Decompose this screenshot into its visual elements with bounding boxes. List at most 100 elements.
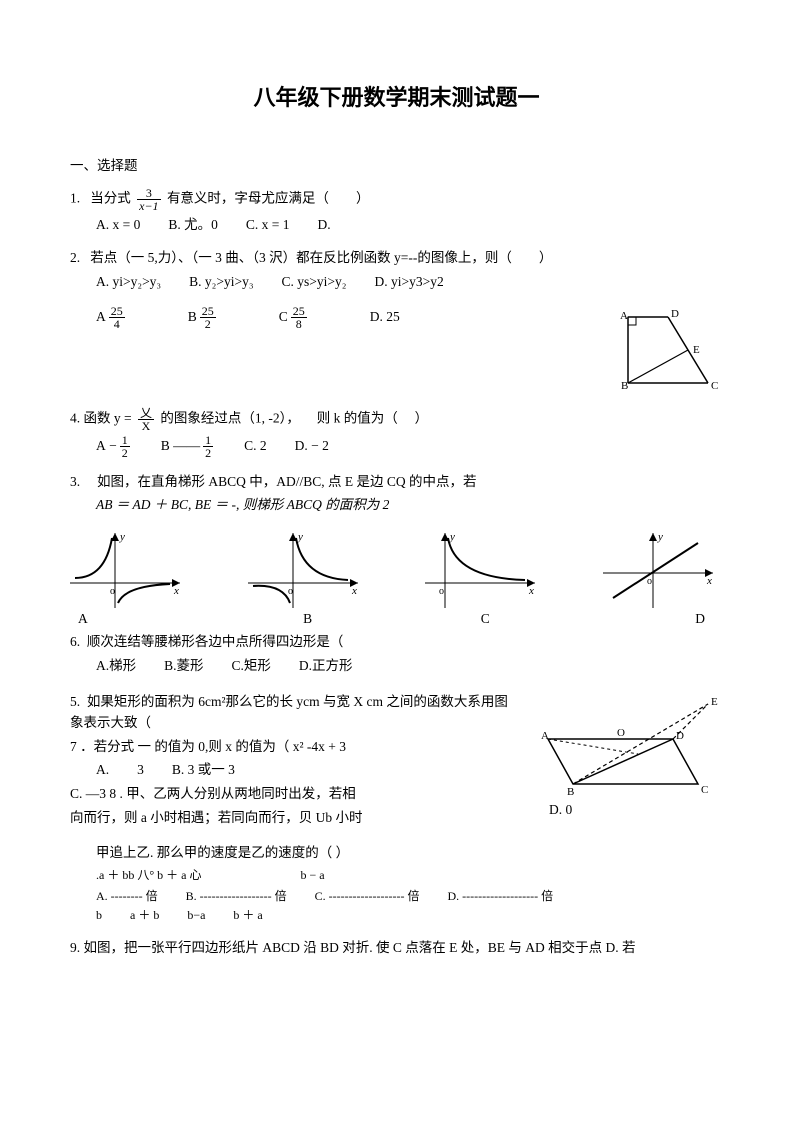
panel-d: o x y D — [603, 528, 723, 630]
svg-text:x: x — [528, 585, 534, 597]
svg-text:B: B — [621, 380, 628, 392]
svg-text:x: x — [351, 585, 357, 597]
q8-opt-d: D. ------------------- 倍 — [448, 887, 554, 906]
svg-text:y: y — [449, 531, 455, 543]
question-8: 甲追上乙. 那么甲的速度是乙的速度的（ ） .a ＋ bb 八° b ＋ a 心… — [70, 842, 723, 925]
svg-text:A: A — [541, 730, 549, 742]
question-9: 9. 如图，把一张平行四边形纸片 ABCD 沿 BD 对折. 使 C 点落在 E… — [70, 937, 723, 959]
svg-text:y: y — [297, 531, 303, 543]
q6-opt-a: A.梯形 — [96, 655, 136, 677]
q1-fraction: 3 x−1 — [137, 187, 160, 212]
q1-text-b: 有意义时，字母尤应满足（ — [167, 190, 329, 205]
q8-d3: b−a — [187, 906, 205, 925]
q8-a: C. —3 8 . 甲、乙两人分别从两地同时出发，若相 — [70, 783, 513, 805]
q8-opt-a: A. -------- 倍 — [96, 887, 158, 906]
q4-text-c: 则 k 的值为（ — [317, 410, 398, 425]
q5-text: 如果矩形的面积为 6cm²那么它的长 ycm 与宽 X cm 之间的函数大系用图… — [70, 694, 508, 731]
q1-opt-d: D. — [318, 214, 331, 236]
q2-opt-d: D. yi>y3>y2 — [375, 271, 444, 293]
q2-num: 2. — [70, 250, 80, 265]
q4-text-a: 函数 y = — [84, 410, 132, 425]
q4-text-b: 的图象经过点（1, -2）， — [160, 410, 300, 425]
graph-panels: o x y A o x y B o x y C — [70, 528, 723, 630]
option-row-25: A 254 B 252 C 258 D. 25 A D E B C — [70, 305, 723, 395]
q7-opt-d: D. 0 — [549, 799, 572, 821]
svg-text:C: C — [711, 380, 718, 392]
svg-text:o: o — [288, 586, 293, 597]
q7-opt-b: 3 — [137, 759, 144, 781]
q1-opt-a: A. x = 0 — [96, 214, 140, 236]
q1-text-c: ） — [356, 190, 370, 205]
panel-a: o x y A — [70, 528, 190, 630]
question-5-7-row: 5. 如果矩形的面积为 6cm²那么它的长 ycm 与宽 X cm 之间的函数大… — [70, 689, 723, 831]
q3-text-b: AB ＝ AD ＋ BC, BE ＝ -, 则梯形 ABCQ 的面积为 2 — [96, 494, 723, 516]
svg-text:E: E — [693, 344, 700, 356]
r25-d: D. 25 — [370, 306, 400, 328]
panel-c: o x y C — [425, 528, 545, 630]
svg-text:x: x — [706, 575, 712, 587]
q4-opt-b: B — [161, 435, 170, 457]
q8-d2: a ＋ b — [130, 906, 159, 925]
question-3: 3. 如图，在直角梯形 ABCQ 中，AD//BC, 点 E 是边 CQ 的中点… — [70, 471, 723, 516]
q3-text-a: 如图，在直角梯形 ABCQ 中，AD//BC, 点 E 是边 CQ 的中点，若 — [97, 474, 477, 489]
svg-text:y: y — [657, 531, 663, 543]
r25-fa: 254 — [109, 305, 125, 330]
q6-opt-b: B.菱形 — [164, 655, 203, 677]
q2-opt-a: A. yi>y₂>y₃ — [96, 271, 161, 293]
q9-text: 9. 如图，把一张平行四边形纸片 ABCD 沿 BD 对折. 使 C 点落在 E… — [70, 937, 723, 959]
question-6: 6. 顺次连结等腰梯形各边中点所得四边形是（ A.梯形 B.菱形 C.矩形 D.… — [70, 631, 723, 676]
svg-text:D: D — [676, 730, 684, 742]
q8-c: 甲追上乙. 那么甲的速度是乙的速度的（ ） — [96, 842, 723, 864]
svg-text:o: o — [647, 576, 652, 587]
svg-text:C: C — [701, 784, 708, 796]
q7-num: 7 — [70, 739, 77, 754]
svg-text:A: A — [620, 310, 628, 322]
svg-text:D: D — [671, 308, 679, 320]
section-heading-1: 一、选择题 — [70, 155, 723, 177]
q6-opt-c: C.矩形 — [232, 655, 271, 677]
q2-text-a: 若点（一 5,力）、（一 3 曲、（3 沢）都在反比例函数 y=--的图像上，则… — [90, 250, 512, 265]
r25-fc: 258 — [291, 305, 307, 330]
q2-text-b: ） — [539, 250, 553, 265]
q4-num: 4. — [70, 410, 80, 425]
svg-text:O: O — [617, 727, 625, 739]
q4-opt-c: C. 2 — [244, 435, 267, 457]
figure-parallelogram: A B C D E O D. 0 — [523, 689, 723, 821]
svg-text:y: y — [119, 531, 125, 543]
q8-d1: b — [96, 906, 102, 925]
svg-text:E: E — [711, 696, 718, 708]
q7-opt-a: A. — [96, 759, 109, 781]
r25-fb: 252 — [200, 305, 216, 330]
q3-num: 3. — [70, 474, 80, 489]
q7-opt-c: B. 3 或一 3 — [172, 759, 235, 781]
q1-num: 1. — [70, 190, 80, 205]
q8-d5: b ＋ a — [233, 906, 262, 925]
q6-text: 顺次连结等腰梯形各边中点所得四边形是（ — [87, 634, 344, 649]
r25-c: C — [279, 306, 288, 328]
q1-text-a: 当分式 — [90, 190, 131, 205]
q6-num: 6. — [70, 634, 80, 649]
q8-opt-c: C. ------------------- 倍 — [315, 887, 420, 906]
question-2: 2. 若点（一 5,力）、（一 3 曲、（3 沢）都在反比例函数 y=--的图像… — [70, 247, 723, 292]
q1-opt-b: B. 尤。0 — [168, 214, 218, 236]
q4-opt-d: D. − 2 — [295, 435, 329, 457]
q5-num: 5. — [70, 694, 80, 709]
figure-trapezoid: A D E B C — [613, 305, 723, 395]
svg-text:o: o — [439, 586, 444, 597]
question-1: 1. 当分式 3 x−1 有意义时，字母尤应满足（ ） A. x = 0 B. … — [70, 187, 723, 236]
svg-text:x: x — [173, 585, 179, 597]
r25-a: A — [96, 306, 106, 328]
q8-b: 向而行，则 a 小时相遇；若同向而行，贝 Ub 小时 — [70, 807, 513, 829]
q2-opt-c: C. ys>yi>y₂ — [282, 271, 347, 293]
q2-opt-b: B. y₂>yi>y₃ — [189, 271, 253, 293]
svg-text:B: B — [567, 786, 574, 798]
q8-d4: b − a — [300, 868, 324, 882]
q4-text-d: ） — [415, 410, 429, 425]
document-title: 八年级下册数学期末测试题一 — [70, 80, 723, 115]
q8-top: .a ＋ bb 八° b ＋ a 心 — [96, 868, 201, 882]
q8-opt-b: B. ------------------ 倍 — [186, 887, 287, 906]
q6-opt-d: D.正方形 — [299, 655, 353, 677]
q4-opt-a: A — [96, 435, 106, 457]
q4-fa: 12 — [120, 434, 130, 459]
question-4: 4. 函数 y = 乂X 的图象经过点（1, -2）， 则 k 的值为（ ） A… — [70, 407, 723, 459]
